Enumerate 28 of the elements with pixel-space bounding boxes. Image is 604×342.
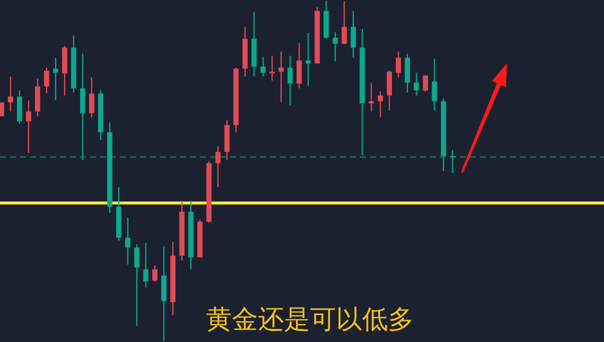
candlestick — [270, 55, 275, 82]
candlestick — [152, 264, 158, 282]
candlestick — [215, 146, 221, 188]
candlestick — [396, 51, 401, 78]
candlestick — [386, 70, 392, 112]
candlestick — [422, 74, 428, 92]
candlestick — [278, 51, 284, 103]
candlestick — [296, 42, 302, 89]
candlestick — [368, 82, 374, 112]
candlestick — [0, 102, 4, 117]
candlestick — [8, 76, 14, 112]
candlestick — [350, 10, 356, 58]
candlestick — [342, 0, 347, 44]
candlestick — [288, 55, 293, 106]
candlestick — [89, 76, 94, 118]
candlestick — [414, 72, 420, 96]
candlestick — [143, 242, 148, 288]
candlestick — [260, 56, 266, 78]
candlestick — [306, 32, 311, 86]
candlestick — [53, 57, 58, 101]
candlestick — [26, 100, 32, 154]
candlestick — [44, 67, 50, 94]
candlestick — [378, 90, 383, 118]
candlestick — [432, 58, 438, 112]
candlestick — [134, 244, 140, 327]
annotation: 黄金还是可以低多 — [206, 305, 414, 335]
candlestick — [125, 216, 130, 266]
candlestick — [332, 31, 338, 62]
